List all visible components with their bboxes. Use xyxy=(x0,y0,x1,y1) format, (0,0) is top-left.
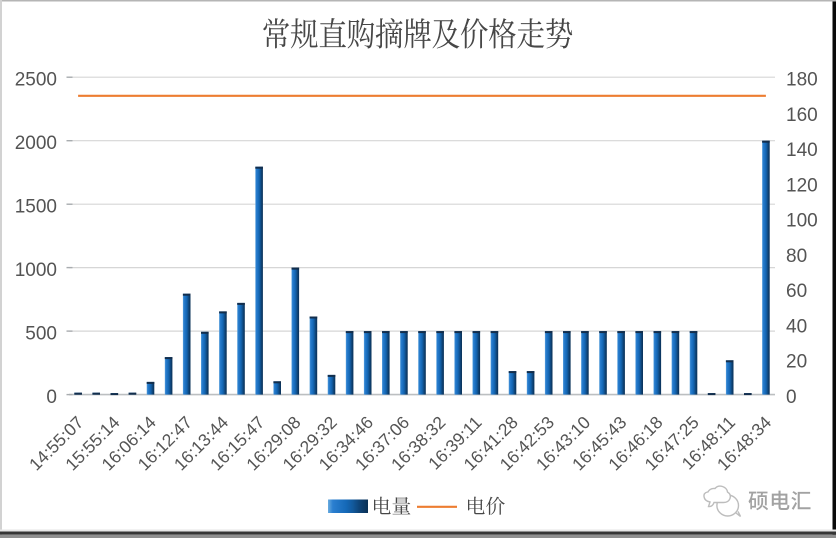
svg-text:1500: 1500 xyxy=(15,197,57,218)
svg-text:2500: 2500 xyxy=(15,70,57,91)
svg-text:80: 80 xyxy=(786,246,807,267)
svg-text:0: 0 xyxy=(46,387,57,408)
svg-text:120: 120 xyxy=(786,175,818,196)
svg-text:180: 180 xyxy=(786,70,818,91)
svg-text:2000: 2000 xyxy=(15,133,57,154)
svg-text:0: 0 xyxy=(786,387,797,408)
svg-text:100: 100 xyxy=(786,211,818,232)
svg-text:20: 20 xyxy=(786,352,807,373)
svg-text:1000: 1000 xyxy=(15,260,57,281)
svg-text:140: 140 xyxy=(786,140,818,161)
svg-text:40: 40 xyxy=(786,316,807,337)
svg-text:500: 500 xyxy=(25,323,57,344)
svg-text:60: 60 xyxy=(786,281,807,302)
svg-text:160: 160 xyxy=(786,105,818,126)
